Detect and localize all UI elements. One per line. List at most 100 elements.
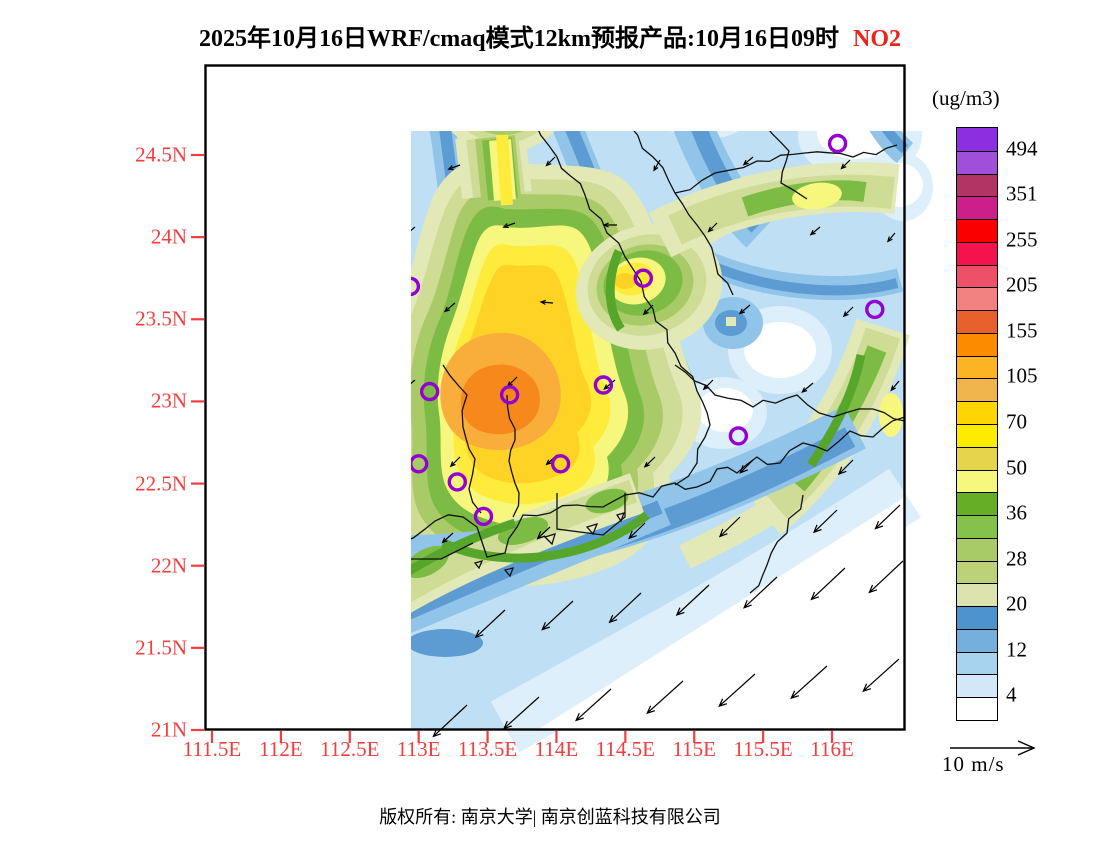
colorbar-segment (957, 287, 997, 311)
colorbar-segment (957, 651, 997, 675)
lon-tick-label: 116E (810, 737, 854, 761)
station-marker (728, 426, 749, 446)
colorbar-segment (957, 583, 997, 607)
colorbar (956, 127, 998, 721)
colorbar-tick-label: 494 (1006, 136, 1038, 161)
colorbar-segment (957, 241, 997, 265)
wind-arrow (265, 79, 273, 87)
wind-arrow (256, 455, 265, 464)
wind-arrow (890, 380, 900, 392)
lat-tick-label: 22.5N (135, 471, 187, 496)
colorbar-segment (957, 401, 997, 424)
wind-arrow (302, 230, 313, 235)
wind-arrow (874, 504, 901, 530)
wind-arrow (738, 304, 751, 315)
station-marker (633, 268, 653, 288)
colorbar-tick-label: 36 (1006, 500, 1027, 525)
colorbar-segment (957, 424, 997, 447)
wind-arrow (642, 304, 654, 316)
colorbar-tick-label: 205 (1006, 272, 1038, 297)
colorbar-segment (957, 310, 997, 333)
colorbar-segment (957, 150, 997, 174)
lon-tick-label: 114E (534, 737, 579, 761)
wind-arrow (549, 99, 558, 108)
wind-arrow (675, 584, 710, 617)
colorbar-segment (957, 606, 997, 629)
wind-arrow (886, 232, 896, 243)
lon-tick-label: 113.5E (457, 737, 518, 761)
colorbar-tick-label: 351 (1006, 181, 1038, 206)
station-marker (419, 381, 440, 402)
wind-scale-label: 10 m/s (942, 752, 1005, 776)
colorbar-segment (957, 128, 997, 151)
wind-arrow (541, 600, 574, 631)
wind-arrow (449, 456, 461, 468)
wind-arrow (801, 382, 814, 393)
map-frame (204, 64, 906, 731)
wind-arrow (248, 304, 260, 308)
colorbar-segment (957, 173, 997, 197)
wind-arrow (837, 459, 854, 476)
lon-tick-label: 112.5E (320, 737, 380, 761)
colorbar-segment (957, 560, 997, 584)
station-marker (499, 385, 520, 405)
lon-tick-label: 115.5E (733, 737, 793, 761)
title-text: 2025年10月16日WRF/cmaq模式12km预报产品:10月16日09时 (199, 26, 839, 52)
lon-tick-label: 115E (672, 737, 716, 761)
colorbar-segment (957, 264, 997, 288)
wind-arrow (536, 526, 551, 540)
wind-arrow (352, 457, 363, 466)
colorbar-tick-label: 255 (1006, 227, 1038, 252)
colorbar-segment (957, 332, 997, 356)
lat-tick-label: 24.5N (135, 142, 187, 167)
colorbar-segment (957, 515, 997, 538)
axis-ticks (191, 153, 834, 743)
station-marker (593, 375, 614, 395)
wind-arrow (653, 159, 661, 172)
colorbar-tick-label: 20 (1006, 591, 1027, 616)
wind-arrow (702, 379, 714, 391)
lat-tick-label: 21N (150, 717, 187, 742)
wind-arrow (303, 377, 315, 381)
wind-arrow (603, 379, 616, 390)
colorbar-tick-label: 105 (1006, 363, 1038, 388)
colorbar-segment (957, 446, 997, 470)
wind-arrow (646, 680, 684, 715)
station-marker (473, 506, 494, 527)
wind-arrow (810, 567, 846, 601)
colorbar-tick-label: 70 (1006, 409, 1027, 434)
colorbar-segment (957, 196, 997, 220)
colorbar-unit-label: (ug/m3) (932, 86, 1000, 110)
wind-arrow (215, 160, 223, 167)
wind-arrow (385, 625, 406, 644)
colorbar-segment (957, 628, 997, 652)
wind-arrow (842, 89, 846, 100)
colorbar-segment (957, 378, 997, 402)
wind-arrow (363, 91, 370, 99)
wind-arrow (545, 156, 556, 167)
copyright-footer: 版权所有: 南京大学| 南京创蓝科技有限公司 (379, 807, 721, 827)
colorbar-segment (957, 697, 997, 720)
wind-arrow (539, 299, 554, 305)
station-marker (865, 299, 885, 320)
wind-arrow (575, 688, 612, 722)
wind-arrow (742, 156, 754, 166)
wind-arrow (432, 704, 468, 738)
wind-arrow (411, 226, 416, 232)
station-marker (447, 472, 468, 492)
wind-arrow (443, 302, 456, 313)
colorbar-segment (957, 469, 997, 493)
colorbar-tick-label: 155 (1006, 318, 1038, 343)
wind-arrow (790, 665, 828, 700)
wind-arrow (657, 95, 663, 105)
wind-arrow (628, 522, 646, 540)
wind-arrow (411, 379, 416, 385)
lon-tick-label: 112E (259, 737, 303, 761)
wind-arrow (812, 509, 838, 534)
wind-arrow (888, 90, 898, 96)
wind-arrow (643, 456, 656, 468)
wind-arrow (718, 516, 741, 538)
lat-tick-label: 23.5N (135, 306, 187, 331)
